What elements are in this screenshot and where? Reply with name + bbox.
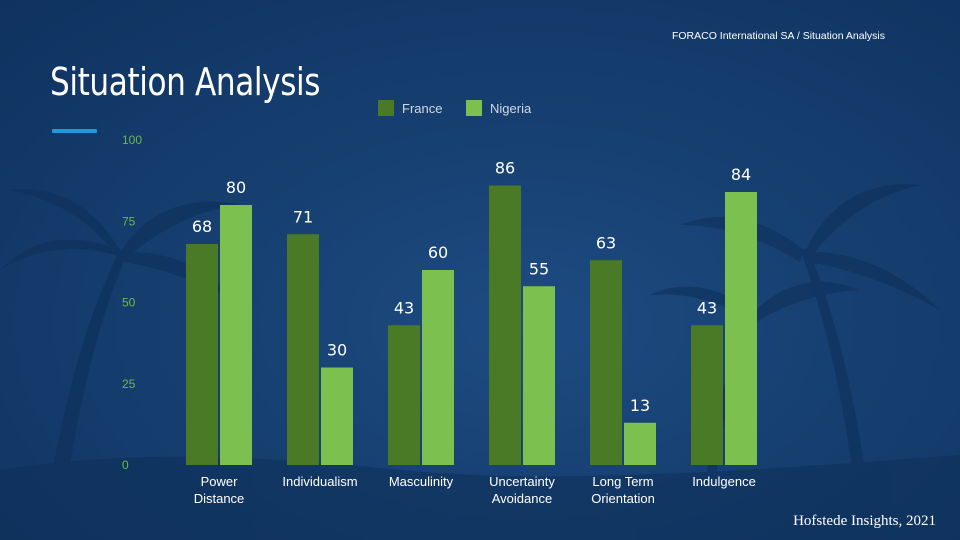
page-title: Situation Analysis [50, 60, 321, 104]
legend-label: France [402, 101, 442, 116]
y-tick-label: 75 [122, 214, 136, 228]
data-label: 63 [596, 233, 616, 252]
data-label: 13 [630, 396, 650, 415]
data-label: 55 [529, 259, 549, 278]
bar [220, 205, 252, 465]
data-label: 43 [394, 298, 414, 317]
x-tick-label: Uncertainty [489, 474, 555, 489]
data-label: 71 [293, 207, 313, 226]
legend-swatch [378, 100, 394, 116]
x-tick-label: Individualism [282, 474, 357, 489]
x-tick-label: Indulgence [692, 474, 756, 489]
breadcrumb: FORACO International SA / Situation Anal… [671, 30, 885, 42]
y-tick-label: 25 [122, 377, 136, 391]
bar [388, 325, 420, 465]
data-label: 84 [731, 165, 751, 184]
bar [186, 244, 218, 465]
bar [590, 260, 622, 465]
bar [422, 270, 454, 465]
legend-swatch [466, 100, 482, 116]
data-label: 43 [697, 298, 717, 317]
x-tick-label: Masculinity [389, 474, 454, 489]
title-accent-line [52, 129, 97, 133]
bar [691, 325, 723, 465]
x-tick-label: Distance [194, 491, 245, 506]
x-tick-label: Long Term [592, 474, 653, 489]
data-label: 80 [226, 178, 246, 197]
x-tick-label: Orientation [591, 491, 655, 506]
bar [489, 185, 521, 465]
x-tick-label: Power [201, 474, 239, 489]
legend-label: Nigeria [490, 101, 532, 116]
bar [321, 367, 353, 465]
data-label: 86 [495, 159, 515, 178]
bar [725, 192, 757, 465]
y-tick-label: 0 [122, 458, 129, 472]
source-citation: Hofstede Insights, 2021 [793, 513, 936, 529]
data-label: 60 [428, 243, 448, 262]
bar [624, 422, 656, 465]
data-label: 68 [192, 217, 212, 236]
bar [523, 286, 555, 465]
bar [287, 234, 319, 465]
data-label: 30 [327, 341, 347, 360]
y-tick-label: 100 [122, 133, 142, 147]
y-tick-label: 50 [122, 296, 136, 310]
x-tick-label: Avoidance [492, 491, 552, 506]
